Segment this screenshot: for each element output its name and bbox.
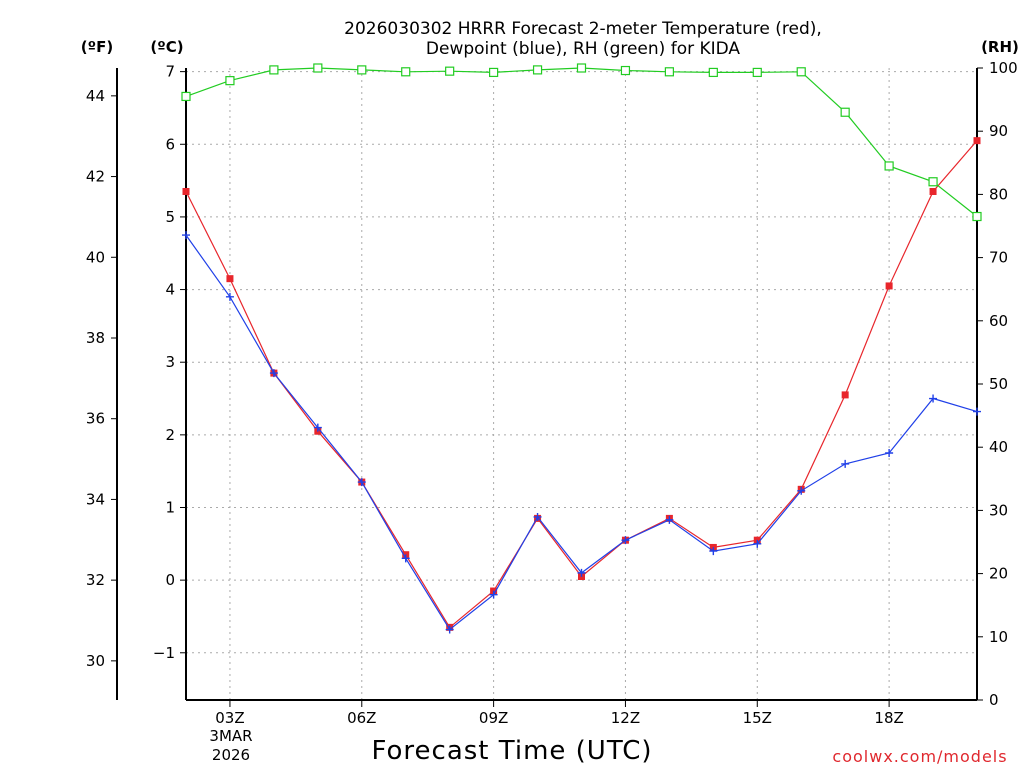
fahrenheit-tick-label: 32	[86, 571, 105, 589]
series-temperature	[182, 137, 981, 631]
celsius-tick-label: 6	[165, 135, 175, 153]
celsius-tick-label: 1	[165, 498, 175, 516]
rh-point	[532, 65, 543, 75]
dewpoint-point	[533, 512, 542, 521]
rh-point	[752, 67, 762, 78]
rh-point	[884, 161, 894, 171]
rh-tick-label: 60	[989, 312, 1008, 330]
dewpoint-point	[225, 292, 234, 301]
dewpoint-point	[841, 459, 850, 468]
rh-point	[489, 67, 499, 78]
celsius-tick-label: 0	[165, 571, 175, 589]
x-axis-label: Forecast Time (UTC)	[371, 736, 652, 766]
title: 2026030302 HRRR Forecast 2-meter Tempera…	[344, 19, 822, 59]
dewpoint-point	[665, 515, 674, 524]
celsius-tick-label: −1	[153, 644, 175, 662]
celsius-unit-label: (ºC)	[150, 38, 183, 56]
rh-point	[576, 63, 587, 73]
dewpoint-point	[401, 554, 410, 563]
temperature-point	[226, 275, 234, 283]
rh-tick-label: 10	[989, 628, 1008, 646]
rh-point	[181, 91, 191, 102]
rh-tick-label: 100	[989, 59, 1018, 77]
fahrenheit-tick-label: 42	[86, 168, 105, 186]
rh-point	[972, 211, 982, 222]
x-tick-label: 03Z	[215, 709, 244, 727]
dewpoint-point	[269, 369, 278, 378]
temperature-point	[929, 187, 937, 195]
fahrenheit-tick-label: 30	[86, 652, 105, 670]
rh-tick-label: 90	[989, 122, 1008, 140]
rh-point	[708, 67, 718, 78]
axes	[111, 67, 983, 707]
date-label-day: 3MAR	[209, 727, 252, 745]
title-line-2: Dewpoint (blue), RH (green) for KIDA	[426, 39, 741, 59]
rh-point	[620, 65, 631, 76]
dewpoint-point	[621, 536, 630, 545]
series-rh	[181, 63, 982, 222]
rh-point	[445, 66, 455, 76]
dewpoint-point	[797, 486, 806, 495]
temperature-point	[885, 282, 893, 290]
rh-point	[269, 65, 279, 75]
series-dewpoint	[182, 231, 981, 634]
rh-tick-label: 0	[989, 691, 999, 709]
temperature-line	[185, 140, 978, 629]
x-tick-label: 15Z	[743, 709, 772, 727]
rh-point	[928, 177, 938, 187]
fahrenheit-tick-label: 34	[86, 490, 105, 508]
dewpoint-point	[577, 568, 586, 577]
rh-tick-label: 30	[989, 501, 1008, 519]
temperature-point	[973, 137, 981, 145]
dewpoint-point	[929, 394, 938, 403]
tick-labels: −101234567303234363840424401020304050607…	[86, 59, 1018, 727]
fahrenheit-tick-label: 36	[86, 410, 105, 428]
x-tick-label: 09Z	[479, 709, 508, 727]
gridlines	[186, 68, 977, 700]
rh-tick-label: 50	[989, 375, 1008, 393]
fahrenheit-tick-label: 38	[86, 329, 105, 347]
dewpoint-point	[885, 449, 894, 458]
credit-label: coolwx.com/models	[832, 747, 1007, 766]
celsius-tick-label: 7	[165, 63, 175, 81]
data-series	[181, 63, 982, 634]
rh-tick-label: 70	[989, 249, 1008, 267]
rh-point	[357, 65, 367, 75]
rh-point	[840, 107, 850, 117]
rh-tick-label: 80	[989, 185, 1008, 203]
temperature-point	[182, 187, 190, 195]
rh-line	[185, 67, 978, 217]
title-line-1: 2026030302 HRRR Forecast 2-meter Tempera…	[344, 19, 822, 39]
rh-point	[225, 76, 235, 86]
dewpoint-point	[357, 478, 366, 487]
celsius-tick-label: 3	[165, 353, 175, 371]
rh-tick-label: 20	[989, 565, 1008, 583]
rh-point	[796, 67, 806, 77]
celsius-tick-label: 2	[165, 426, 175, 444]
dewpoint-point	[973, 407, 981, 416]
fahrenheit-tick-label: 40	[86, 248, 105, 266]
dewpoint-point	[313, 423, 322, 432]
fahrenheit-unit-label: (ºF)	[81, 38, 113, 56]
celsius-tick-label: 5	[165, 208, 175, 226]
x-tick-label: 12Z	[611, 709, 640, 727]
date-label-year: 2026	[212, 746, 250, 764]
dewpoint-point	[753, 539, 762, 548]
x-tick-label: 06Z	[347, 709, 376, 727]
rh-point	[401, 67, 411, 77]
rh-tick-label: 40	[989, 438, 1008, 456]
x-tick-label: 18Z	[874, 709, 903, 727]
rh-unit-label: (RH)	[981, 38, 1019, 56]
dewpoint-point	[445, 625, 454, 634]
temperature-point	[841, 391, 849, 399]
fahrenheit-tick-label: 44	[86, 87, 105, 105]
rh-point	[664, 67, 674, 77]
dewpoint-point	[709, 547, 718, 556]
dewpoint-point	[182, 231, 190, 240]
dewpoint-point	[489, 590, 498, 599]
celsius-tick-label: 4	[165, 281, 175, 299]
rh-point	[313, 63, 323, 73]
